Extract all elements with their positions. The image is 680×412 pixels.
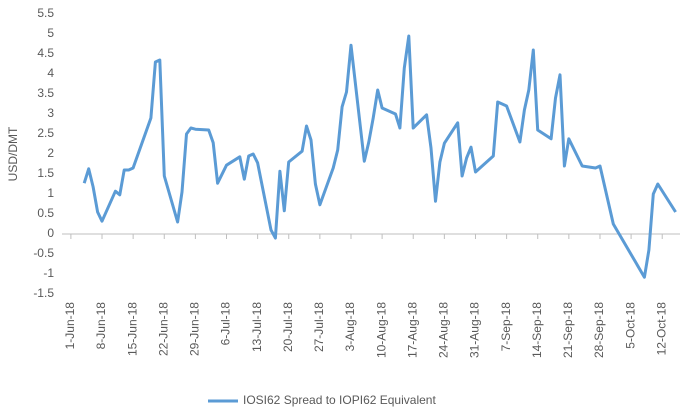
y-tick-label: 4: [47, 66, 54, 80]
y-tick-label: 5: [47, 26, 54, 40]
x-tick-label: 10-Aug-18: [374, 302, 388, 358]
y-tick-label: 3.5: [37, 86, 54, 100]
x-tick-label: 14-Sep-18: [530, 302, 544, 358]
y-tick-label: -1.5: [33, 286, 54, 300]
x-tick-label: 29-Jun-18: [188, 302, 202, 356]
y-tick-label: 3: [47, 106, 54, 120]
y-tick-label: 0.5: [37, 206, 54, 220]
y-tick-label: -1: [43, 266, 54, 280]
x-tick-label: 12-Oct-18: [654, 302, 668, 356]
y-tick-label: 0: [47, 226, 54, 240]
y-tick-label: 5.5: [37, 6, 54, 20]
x-tick-label: 3-Aug-18: [343, 302, 357, 352]
x-tick-label: 24-Aug-18: [437, 302, 451, 358]
x-tick-label: 31-Aug-18: [468, 302, 482, 358]
series-line: [82, 34, 677, 279]
x-tick-label: 20-Jul-18: [281, 302, 295, 352]
x-tick-label: 21-Sep-18: [561, 302, 575, 358]
y-tick-label: 4.5: [37, 46, 54, 60]
y-tick-label: 1: [47, 186, 54, 200]
x-tick-label: 22-Jun-18: [156, 302, 170, 356]
x-tick-label: 8-Jun-18: [94, 302, 108, 350]
y-tick-label: 1.5: [37, 166, 54, 180]
x-tick-label: 6-Jul-18: [219, 302, 233, 346]
y-tick-label: 2.5: [37, 126, 54, 140]
x-tick-label: 27-Jul-18: [312, 302, 326, 352]
x-tick-label: 13-Jul-18: [250, 302, 264, 352]
x-tick-label: 5-Oct-18: [623, 302, 637, 349]
x-tick-label: 1-Jun-18: [63, 302, 77, 350]
x-tick-label: 15-Jun-18: [125, 302, 139, 356]
x-tick-label: 7-Sep-18: [499, 302, 513, 352]
legend-label: IOSI62 Spread to IOPI62 Equivalent: [243, 393, 436, 407]
y-tick-label: -0.5: [33, 246, 54, 260]
y-tick-label: 2: [47, 146, 54, 160]
x-tick-label: 17-Aug-18: [405, 302, 419, 358]
x-tick-label: 28-Sep-18: [592, 302, 606, 358]
y-axis-label: USD/DMT: [6, 126, 20, 181]
